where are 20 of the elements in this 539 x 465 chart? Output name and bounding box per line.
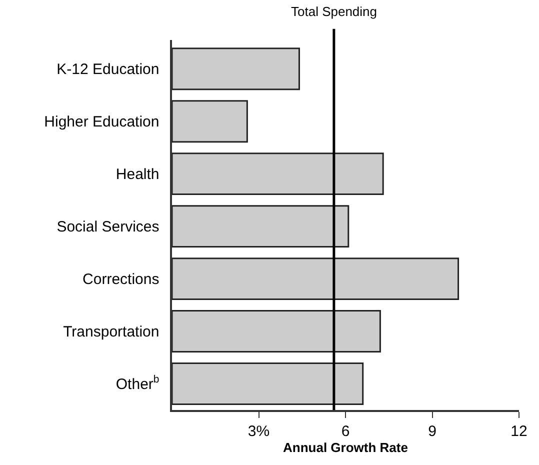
bar — [172, 100, 248, 143]
x-axis-title: Annual Growth Rate — [283, 440, 408, 455]
x-tick-label: 6 — [341, 422, 350, 440]
bar — [172, 152, 384, 196]
y-tick-label: K-12 Education — [56, 61, 160, 78]
x-tick-label: 12 — [510, 422, 528, 440]
bar — [172, 205, 350, 248]
x-tick-label: 9 — [428, 422, 436, 440]
y-tick-label: Social Services — [56, 218, 160, 236]
y-tick-label: Transportation — [63, 324, 160, 341]
x-tick-label: 3% — [248, 422, 270, 440]
bar — [172, 310, 381, 352]
y-tick-label: Corrections — [82, 271, 160, 288]
bar — [172, 362, 364, 405]
y-tick-label: Health — [116, 166, 160, 184]
bar — [172, 48, 300, 90]
y-tick-label: Higher Education — [44, 114, 160, 131]
y-tick-label: Other$^{b}$ — [116, 374, 160, 394]
ref-line-label: Total Spending — [291, 4, 378, 19]
bar — [172, 258, 460, 300]
